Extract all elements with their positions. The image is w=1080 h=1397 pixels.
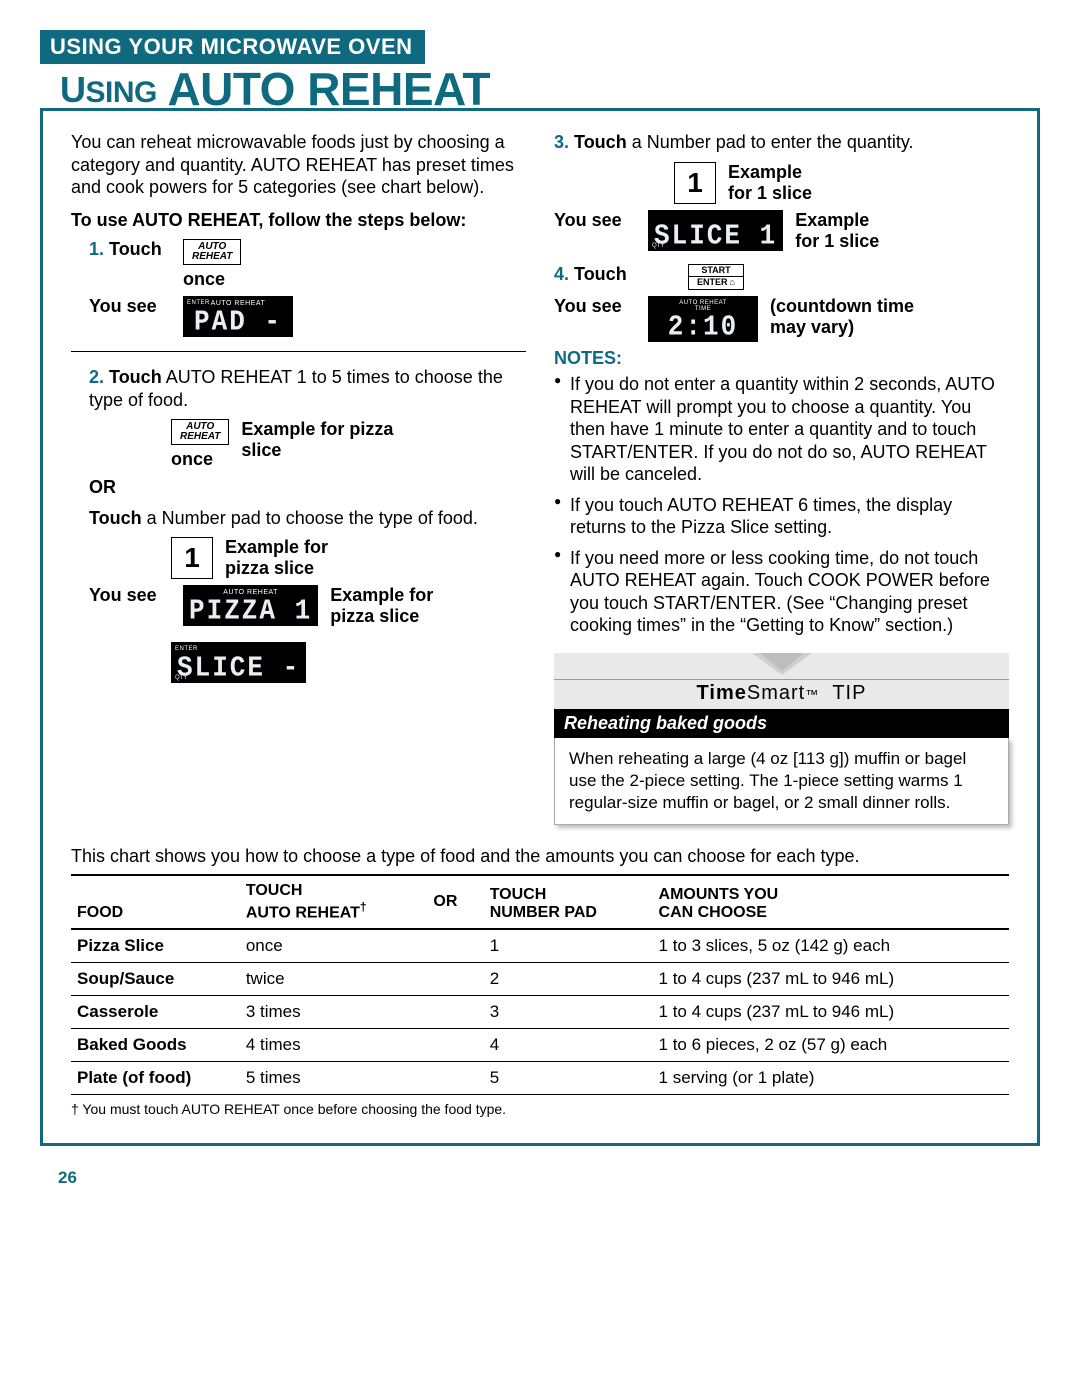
lcd-display: AUTO REHEAT TIME 2:10 — [648, 296, 758, 342]
step2-alt: Touch a Number pad to choose the type of… — [89, 507, 526, 530]
step4-num: 4. — [554, 264, 569, 284]
chart-intro: This chart shows you how to choose a typ… — [71, 845, 1009, 868]
table-row: Pizza Sliceonce11 to 3 slices, 5 oz (142… — [71, 929, 1009, 963]
lcd-display: SLICE 1 QTY — [648, 210, 783, 251]
step1-label: Touch — [109, 239, 162, 259]
auto-reheat-button: AUTOREHEAT — [183, 239, 241, 265]
start-enter-button: START ENTER⌂ — [688, 264, 744, 291]
numpad-button: 1 — [171, 537, 213, 579]
tip-body: When reheating a large (4 oz [113 g]) mu… — [554, 738, 1009, 825]
lcd-display: ENTERAUTO REHEAT PAD - — [183, 296, 293, 337]
step2-once: once — [171, 449, 229, 470]
step2-ex3: Example for pizza slice — [330, 585, 460, 627]
lock-icon: ⌂ — [730, 278, 735, 288]
right-column: 3. Touch a Number pad to enter the quant… — [554, 131, 1009, 825]
note-item: If you do not enter a quantity within 2 … — [554, 373, 1009, 486]
th-or: OR — [433, 893, 457, 910]
lcd-display: AUTO REHEAT PIZZA 1 — [183, 585, 318, 626]
tip-box: TimeSmart™ TIP Reheating baked goods Whe… — [554, 653, 1009, 825]
notes-heading: NOTES: — [554, 348, 1009, 369]
step2-text: 2. Touch AUTO REHEAT 1 to 5 times to cho… — [89, 366, 526, 411]
step1-yousee: You see — [89, 296, 171, 317]
step3-ex2: Example for 1 slice — [795, 210, 879, 252]
section-banner: USING YOUR MICROWAVE OVEN — [40, 30, 425, 64]
step4-yousee: You see — [554, 296, 636, 317]
table-row: Soup/Saucetwice21 to 4 cups (237 mL to 9… — [71, 963, 1009, 996]
th-numpad: TOUCH — [490, 886, 547, 903]
tip-title: TimeSmart™ TIP — [554, 679, 1009, 709]
step4-label: Touch — [574, 264, 627, 284]
step3-ex1: Example for 1 slice — [728, 162, 812, 204]
table-row: Casserole3 times31 to 4 cups (237 mL to … — [71, 996, 1009, 1029]
chart-footnote: † You must touch AUTO REHEAT once before… — [71, 1101, 1009, 1119]
food-chart: FOOD TOUCHAUTO REHEAT† OR TOUCHNUMBER PA… — [71, 874, 1009, 1095]
page-number: 26 — [58, 1168, 1040, 1188]
steps-intro: To use AUTO REHEAT, follow the steps bel… — [71, 209, 526, 232]
left-column: You can reheat microwavable foods just b… — [71, 131, 526, 825]
note-item: If you touch AUTO REHEAT 6 times, the di… — [554, 494, 1009, 539]
intro-text: You can reheat microwavable foods just b… — [71, 131, 526, 199]
step2-yousee: You see — [89, 585, 171, 606]
content-frame: You can reheat microwavable foods just b… — [40, 108, 1040, 1146]
step3-text: 3. Touch a Number pad to enter the quant… — [554, 131, 1009, 154]
tip-subtitle: Reheating baked goods — [554, 709, 1009, 738]
step2-or: OR — [89, 476, 526, 499]
th-touch: TOUCH — [246, 882, 303, 899]
th-amounts: AMOUNTS YOU — [659, 886, 779, 903]
step4-ex: (countdown time may vary) — [770, 296, 920, 338]
down-arrow-icon — [554, 653, 1009, 679]
lcd-display: ENTER SLICE - QTY — [171, 642, 306, 683]
step1-once: once — [183, 269, 241, 290]
numpad-button: 1 — [674, 162, 716, 204]
step1-num: 1. — [89, 239, 104, 259]
auto-reheat-button: AUTOREHEAT — [171, 419, 229, 445]
step2-ex2: Example for pizza slice — [225, 537, 365, 579]
note-item: If you need more or less cooking time, d… — [554, 547, 1009, 637]
table-row: Plate (of food)5 times51 serving (or 1 p… — [71, 1062, 1009, 1095]
table-row: Baked Goods4 times41 to 6 pieces, 2 oz (… — [71, 1029, 1009, 1062]
step2-ex1: Example for pizza slice — [241, 419, 401, 461]
notes-list: If you do not enter a quantity within 2 … — [554, 373, 1009, 637]
th-food: FOOD — [77, 904, 123, 921]
step3-yousee: You see — [554, 210, 636, 231]
